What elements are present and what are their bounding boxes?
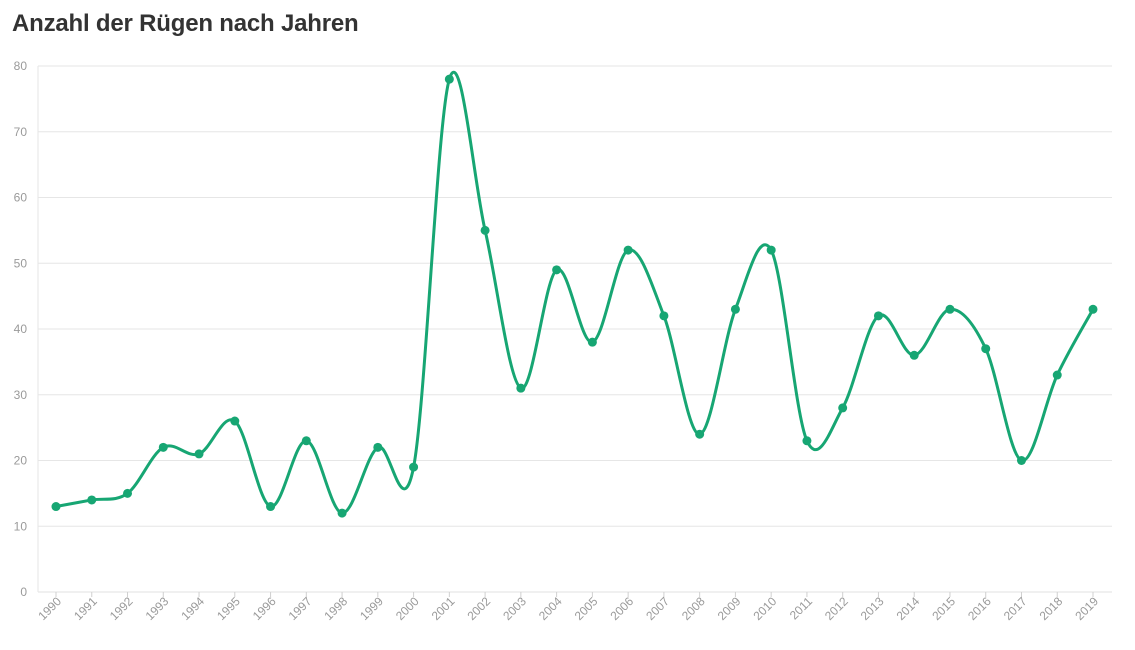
- x-tick-label: 1994: [178, 594, 207, 623]
- x-tick-label: 1990: [35, 594, 64, 623]
- x-tick-label: 2019: [1072, 594, 1101, 623]
- x-tick-label: 2011: [787, 594, 815, 622]
- data-point-2012[interactable]: [838, 403, 848, 413]
- data-point-2009[interactable]: [730, 304, 740, 314]
- data-point-2011[interactable]: [802, 436, 812, 446]
- data-point-1995[interactable]: [230, 416, 240, 426]
- x-tick-label: 1997: [286, 594, 315, 623]
- x-tick-label: 2014: [894, 594, 923, 623]
- x-tick-label: 2012: [822, 594, 851, 623]
- y-tick-label: 40: [14, 322, 28, 336]
- x-tick-label: 1998: [321, 594, 350, 623]
- grid-lines: [37, 65, 1112, 593]
- data-point-2003[interactable]: [516, 383, 526, 393]
- data-point-2006[interactable]: [623, 245, 633, 255]
- x-tick-label: 1993: [143, 594, 172, 623]
- x-axis-ticks: 1990 1991 1992 1993 1994 1995 1996 1997 1998 1999…: [35, 592, 1101, 623]
- x-tick-label: 2005: [572, 594, 601, 623]
- data-point-1994[interactable]: [194, 449, 204, 459]
- y-axis-ticks: 0 10 20 30 40 50 60 70 80: [14, 59, 28, 599]
- data-point-2001[interactable]: [444, 74, 454, 84]
- y-tick-label: 50: [14, 256, 28, 270]
- data-point-2010[interactable]: [766, 245, 776, 255]
- y-tick-label: 10: [14, 519, 28, 533]
- data-point-2007[interactable]: [659, 311, 669, 321]
- x-tick-label: 2009: [715, 594, 744, 623]
- x-tick-label: 1995: [214, 594, 243, 623]
- data-point-1991[interactable]: [87, 495, 97, 505]
- data-point-1998[interactable]: [337, 508, 347, 518]
- x-tick-label: 2008: [679, 594, 708, 623]
- x-tick-label: 2004: [536, 594, 565, 623]
- x-tick-label: 2017: [1001, 594, 1030, 623]
- x-tick-label: 2013: [858, 594, 887, 623]
- x-tick-label: 1992: [107, 594, 136, 623]
- data-point-2015[interactable]: [945, 304, 955, 314]
- data-point-2019[interactable]: [1088, 304, 1098, 314]
- x-tick-label: 2000: [393, 594, 422, 623]
- data-point-2017[interactable]: [1016, 456, 1026, 465]
- x-tick-label: 1999: [357, 594, 386, 623]
- data-point-2008[interactable]: [695, 429, 705, 439]
- data-point-1996[interactable]: [266, 502, 276, 512]
- y-tick-label: 20: [14, 454, 28, 468]
- data-point-2018[interactable]: [1052, 370, 1062, 380]
- data-point-2013[interactable]: [873, 311, 883, 321]
- x-tick-label: 2001: [429, 594, 458, 623]
- x-tick-label: 1991: [71, 594, 100, 623]
- x-tick-label: 2006: [607, 594, 636, 623]
- y-tick-label: 60: [14, 191, 28, 205]
- data-point-1993[interactable]: [158, 442, 168, 452]
- x-tick-label: 2003: [500, 594, 529, 623]
- x-tick-label: 2018: [1037, 594, 1066, 623]
- x-tick-label: 2016: [965, 594, 994, 623]
- chart-title: Anzahl der Rügen nach Jahren: [12, 10, 359, 37]
- data-points: [51, 74, 1098, 518]
- data-point-2014[interactable]: [909, 350, 919, 360]
- x-tick-label: 2002: [464, 594, 493, 623]
- data-point-2002[interactable]: [480, 225, 490, 235]
- data-point-2004[interactable]: [552, 265, 562, 275]
- x-tick-label: 2007: [643, 594, 672, 623]
- y-tick-label: 80: [14, 59, 28, 73]
- x-tick-label: 2010: [751, 594, 780, 623]
- data-point-2000[interactable]: [409, 462, 419, 472]
- y-tick-label: 0: [20, 585, 27, 599]
- data-point-1999[interactable]: [373, 442, 383, 452]
- x-tick-label: 1996: [250, 594, 279, 623]
- data-point-1992[interactable]: [123, 488, 133, 498]
- y-tick-label: 70: [14, 125, 28, 139]
- data-point-2016[interactable]: [981, 344, 991, 354]
- data-point-1990[interactable]: [51, 502, 61, 512]
- x-tick-label: 2015: [929, 594, 958, 623]
- series-line: [54, 70, 1095, 515]
- y-tick-label: 30: [14, 388, 28, 402]
- data-point-2005[interactable]: [587, 337, 597, 347]
- data-point-1997[interactable]: [301, 436, 311, 446]
